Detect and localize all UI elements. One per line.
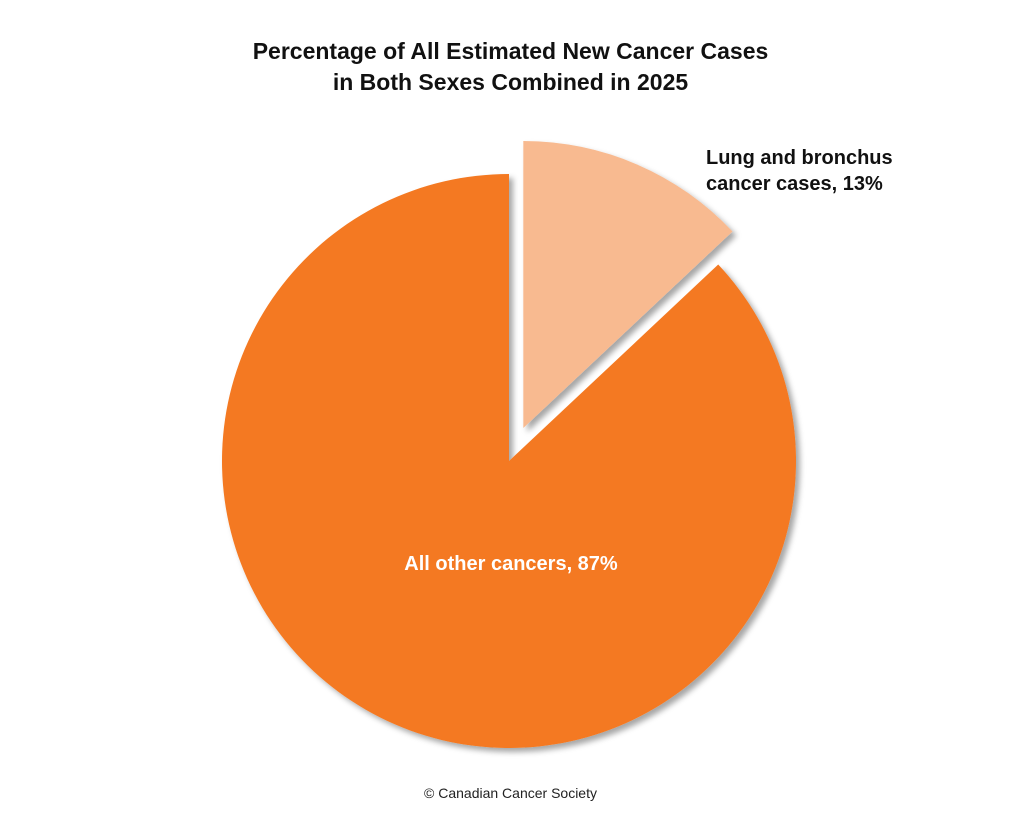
copyright-footer: © Canadian Cancer Society bbox=[424, 785, 597, 801]
slice-label-lung-line-1: Lung and bronchus bbox=[706, 147, 893, 169]
slice-label-lung: Lung and bronchus cancer cases, 13% bbox=[706, 145, 893, 197]
chart-title: Percentage of All Estimated New Cancer C… bbox=[0, 36, 1021, 98]
chart-title-line-2: in Both Sexes Combined in 2025 bbox=[332, 69, 689, 95]
pie-slice-lung-and-bronchus bbox=[523, 140, 733, 428]
slice-label-lung-line-2: cancer cases, 13% bbox=[706, 173, 883, 195]
pie-slice-all-other-cancers bbox=[222, 174, 797, 748]
chart-title-line-1: Percentage of All Estimated New Cancer C… bbox=[252, 38, 769, 64]
slice-label-other: All other cancers, 87% bbox=[404, 553, 618, 575]
